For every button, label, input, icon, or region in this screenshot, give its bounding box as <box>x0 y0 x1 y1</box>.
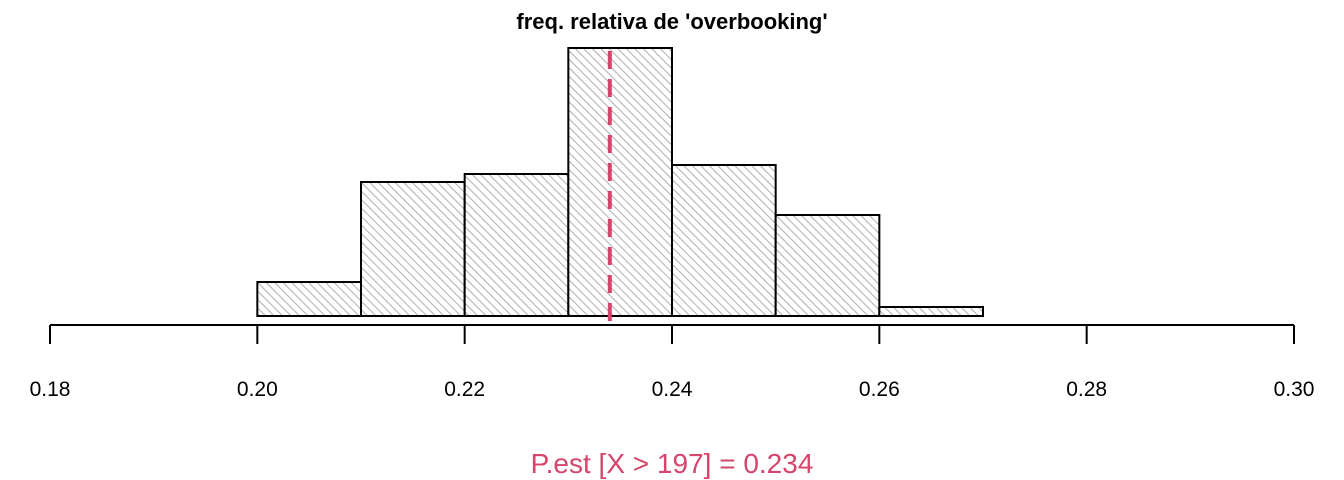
x-tick-label: 0.20 <box>237 378 278 401</box>
x-tick-label: 0.30 <box>1274 378 1315 401</box>
histogram-bar-6 <box>774 214 881 317</box>
x-tick-label: 0.18 <box>30 378 71 401</box>
histogram-bar-1 <box>256 281 362 317</box>
histogram-bar-2 <box>360 181 466 317</box>
probability-annotation: P.est [X > 197] = 0.234 <box>531 448 814 479</box>
x-tick-label: 0.22 <box>444 378 485 401</box>
histogram-bar-7 <box>878 306 985 317</box>
x-tick-label: 0.28 <box>1066 378 1107 401</box>
chart-title: freq. relativa de 'overbooking' <box>516 9 827 34</box>
x-tick-label: 0.24 <box>652 378 693 401</box>
x-axis: 0.18 0.20 0.22 0.24 0.26 0.28 0.30 <box>30 324 1315 401</box>
histogram-bar-3 <box>463 173 570 317</box>
x-tick-label: 0.26 <box>859 378 900 401</box>
histogram-bar-5 <box>671 164 777 317</box>
histogram-bars <box>256 47 985 317</box>
histogram-bar-4 <box>567 47 674 317</box>
